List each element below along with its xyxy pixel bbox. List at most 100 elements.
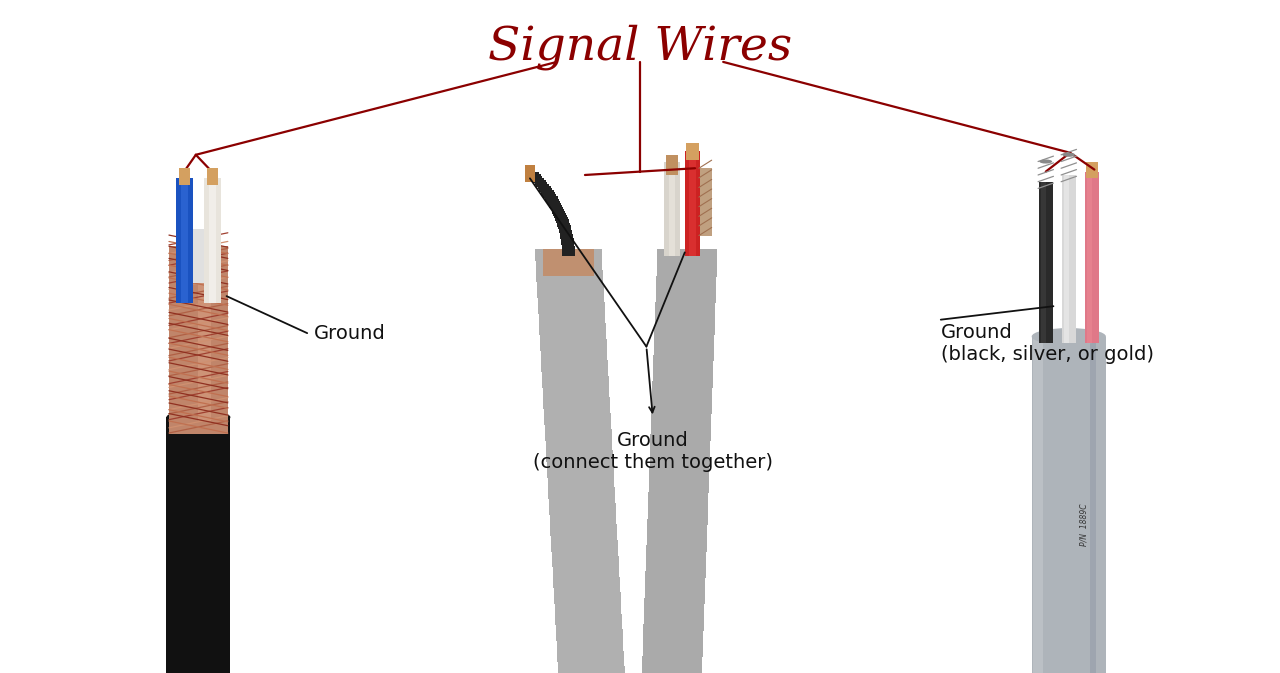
Bar: [548, 471, 614, 478]
Bar: [526, 172, 539, 175]
Bar: [669, 162, 676, 256]
Bar: [545, 423, 612, 430]
Bar: [643, 656, 703, 662]
Bar: [558, 656, 625, 662]
Bar: [552, 561, 618, 567]
Bar: [646, 555, 707, 562]
Bar: [540, 334, 607, 341]
Bar: [545, 445, 612, 451]
Bar: [1087, 172, 1092, 343]
Bar: [540, 190, 553, 194]
Bar: [654, 323, 714, 330]
Bar: [557, 645, 623, 652]
Bar: [550, 534, 617, 541]
Bar: [644, 603, 704, 610]
Bar: [653, 371, 713, 378]
Bar: [548, 482, 614, 488]
Bar: [539, 312, 605, 319]
Bar: [556, 614, 622, 621]
Bar: [650, 423, 710, 430]
Bar: [547, 466, 613, 472]
Bar: [552, 555, 618, 562]
Bar: [655, 308, 716, 314]
Bar: [535, 260, 602, 267]
Bar: [175, 178, 192, 303]
Bar: [541, 365, 608, 372]
Bar: [539, 188, 552, 192]
Bar: [547, 201, 559, 204]
Bar: [655, 302, 716, 308]
Bar: [549, 205, 562, 208]
Bar: [657, 281, 717, 287]
Bar: [550, 519, 617, 525]
Bar: [645, 566, 705, 573]
Bar: [556, 619, 622, 625]
Bar: [646, 540, 707, 546]
Bar: [554, 592, 621, 599]
Bar: [1039, 182, 1052, 343]
Bar: [541, 360, 608, 367]
Bar: [166, 417, 230, 673]
Bar: [685, 151, 700, 256]
Bar: [1091, 336, 1097, 673]
Bar: [644, 608, 704, 615]
Ellipse shape: [166, 410, 230, 425]
Bar: [644, 624, 704, 631]
Bar: [652, 413, 712, 419]
Bar: [1062, 175, 1075, 343]
Bar: [547, 450, 613, 456]
Bar: [553, 577, 620, 583]
Bar: [535, 249, 602, 256]
Bar: [178, 168, 189, 185]
Bar: [699, 168, 712, 236]
Bar: [535, 254, 602, 261]
Bar: [562, 250, 575, 254]
Bar: [539, 328, 605, 335]
Bar: [544, 408, 611, 414]
Bar: [1033, 336, 1043, 673]
Bar: [549, 513, 616, 520]
Bar: [643, 661, 703, 668]
Bar: [652, 392, 712, 398]
Bar: [169, 246, 228, 434]
Bar: [543, 249, 594, 276]
Bar: [553, 571, 620, 578]
Bar: [1041, 182, 1046, 343]
Bar: [541, 371, 608, 378]
Bar: [666, 155, 678, 175]
Bar: [539, 308, 605, 314]
Bar: [650, 450, 710, 456]
Bar: [557, 635, 623, 641]
Bar: [562, 248, 575, 252]
Bar: [553, 566, 620, 573]
Text: P/N  1889C: P/N 1889C: [1079, 503, 1089, 546]
Bar: [184, 229, 212, 283]
Bar: [652, 408, 712, 414]
Bar: [536, 265, 603, 272]
Bar: [652, 402, 712, 409]
Ellipse shape: [1039, 160, 1052, 164]
Bar: [549, 508, 616, 515]
Bar: [544, 413, 611, 419]
Bar: [540, 345, 607, 351]
Bar: [540, 339, 607, 345]
Text: Ground: Ground: [314, 324, 385, 343]
Bar: [654, 339, 714, 345]
Bar: [543, 392, 609, 398]
Bar: [539, 323, 605, 330]
Bar: [552, 209, 564, 212]
Bar: [559, 232, 572, 235]
Bar: [548, 476, 614, 483]
Bar: [547, 455, 613, 462]
Bar: [655, 318, 716, 324]
Bar: [644, 614, 704, 621]
Bar: [552, 545, 618, 551]
Bar: [653, 355, 713, 361]
Bar: [556, 629, 622, 636]
Bar: [562, 242, 575, 246]
Bar: [550, 524, 617, 530]
Bar: [648, 497, 708, 504]
Bar: [648, 508, 708, 515]
Bar: [552, 540, 618, 546]
Bar: [643, 645, 703, 652]
